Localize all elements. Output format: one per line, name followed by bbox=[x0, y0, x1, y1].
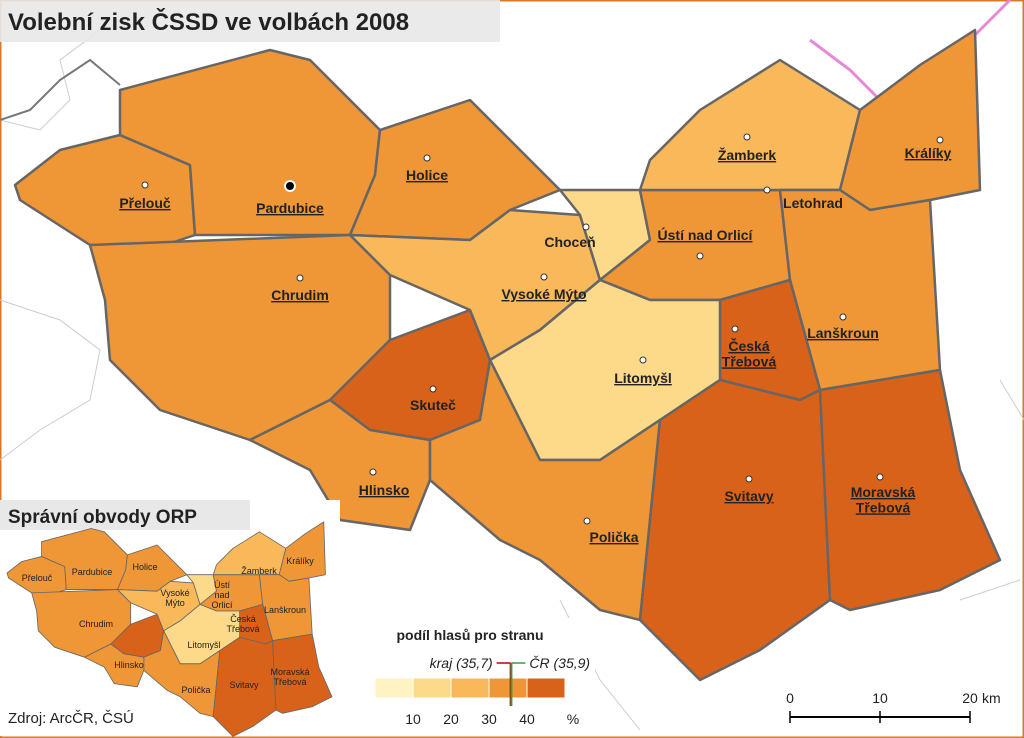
inset-label: Polička bbox=[181, 685, 210, 695]
town-label: Polička bbox=[589, 529, 638, 545]
legend-background bbox=[345, 618, 595, 733]
inset-label: Litomyšl bbox=[187, 640, 220, 650]
town-dot bbox=[876, 473, 884, 481]
town-label: Letohrad bbox=[783, 195, 843, 211]
legend-swatch bbox=[526, 677, 566, 699]
town-label: Moravská Třebová bbox=[851, 484, 916, 515]
town-label: Chrudim bbox=[271, 287, 329, 303]
town-label: Litomyšl bbox=[614, 370, 672, 386]
town-label: Česká Třebová bbox=[722, 337, 777, 369]
legend-unit: % bbox=[567, 711, 579, 727]
legend: 10 20 30 40 % kraj (35,7) ČR (35,9) bbox=[374, 655, 590, 727]
town-label: Skuteč bbox=[410, 397, 456, 413]
legend-swatch bbox=[488, 677, 528, 699]
inset-label: Hlinsko bbox=[114, 660, 144, 670]
scale-bar: 0 10 20 km bbox=[786, 690, 1001, 723]
town-dot bbox=[429, 385, 437, 393]
inset-label: Lanškroun bbox=[264, 605, 306, 615]
town-dot bbox=[423, 154, 431, 162]
town-label: Hlinsko bbox=[359, 482, 410, 498]
town-label: Králíky bbox=[905, 145, 952, 161]
region-border bbox=[0, 58, 121, 121]
legend-tick-label: 20 bbox=[443, 711, 459, 727]
inset-label: Moravská Třebová bbox=[270, 667, 309, 687]
town-dot bbox=[763, 186, 771, 194]
legend-marker-label: ČR (35,9) bbox=[529, 655, 590, 671]
region bbox=[638, 378, 832, 682]
town-dot bbox=[745, 475, 753, 483]
orp-regions bbox=[13, 28, 1002, 682]
scale-tick-label: 10 bbox=[872, 690, 888, 706]
town-label: Vysoké Mýto bbox=[501, 286, 586, 302]
inset-label: Chrudim bbox=[79, 619, 113, 629]
legend-tick-label: 30 bbox=[481, 711, 497, 727]
town-label: Lanškroun bbox=[807, 325, 879, 341]
town-dot bbox=[696, 252, 704, 260]
town-dot bbox=[296, 274, 304, 282]
inset-title-band bbox=[0, 500, 250, 530]
town-label: Přelouč bbox=[119, 195, 171, 211]
background-borders bbox=[0, 29, 1024, 731]
town-dot bbox=[540, 273, 548, 281]
title: Volební zisk ČSSD ve volbách 2008 bbox=[8, 8, 409, 36]
legend-title: podíl hlasů pro stranu bbox=[396, 627, 543, 643]
inset-title: Správní obvody ORP bbox=[8, 507, 197, 528]
scale-tick-label: 20 bbox=[962, 690, 978, 706]
inset-label: Vysoké Mýto bbox=[160, 588, 189, 608]
inset-labels: Přelouč Pardubice Holice Vysoké Mýto Ústí… bbox=[22, 556, 315, 695]
legend-marker-label: kraj (35,7) bbox=[430, 655, 493, 671]
title-band bbox=[0, 0, 500, 42]
legend-swatch bbox=[412, 677, 452, 699]
towns: Přelouč Pardubice Holice Chrudim Vysoké … bbox=[119, 145, 951, 545]
town-dot bbox=[141, 181, 149, 189]
inset-label: Ústí nad Orlicí bbox=[212, 580, 233, 610]
town-dot bbox=[743, 133, 751, 141]
town-label: Holice bbox=[406, 167, 448, 183]
legend-tick-label: 10 bbox=[405, 711, 421, 727]
inset-label: Pardubice bbox=[72, 567, 113, 577]
town-dot bbox=[639, 356, 647, 364]
region bbox=[818, 368, 1002, 612]
inset-label: Žamberk bbox=[241, 566, 277, 576]
town-label: Pardubice bbox=[256, 200, 324, 216]
legend-tick-label: 40 bbox=[519, 711, 535, 727]
town-dot bbox=[369, 468, 377, 476]
town-dot bbox=[284, 180, 296, 192]
town-dot bbox=[582, 223, 590, 231]
town-label: Choceň bbox=[544, 234, 595, 250]
town-dot bbox=[731, 325, 739, 333]
town-dot bbox=[583, 517, 591, 525]
town-label: Svitavy bbox=[724, 488, 773, 504]
town-dots bbox=[141, 133, 944, 525]
inset-label: Svitavy bbox=[229, 680, 259, 690]
inset-label: Česká Třebová bbox=[226, 614, 259, 634]
town-label: Ústí nad Orlicí bbox=[658, 226, 754, 243]
scale-unit: km bbox=[982, 690, 1001, 706]
inset-label: Přelouč bbox=[22, 573, 53, 583]
legend-swatch bbox=[450, 677, 490, 699]
town-dot bbox=[936, 136, 944, 144]
town-dot bbox=[839, 313, 847, 321]
legend-swatch bbox=[374, 677, 414, 699]
inset-label: Holice bbox=[132, 562, 157, 572]
inset-label: Králíky bbox=[286, 556, 314, 566]
scale-tick-label: 0 bbox=[786, 690, 794, 706]
town-label: Žamberk bbox=[718, 146, 777, 163]
source: Zdroj: ArcČR, ČSÚ bbox=[8, 710, 134, 727]
